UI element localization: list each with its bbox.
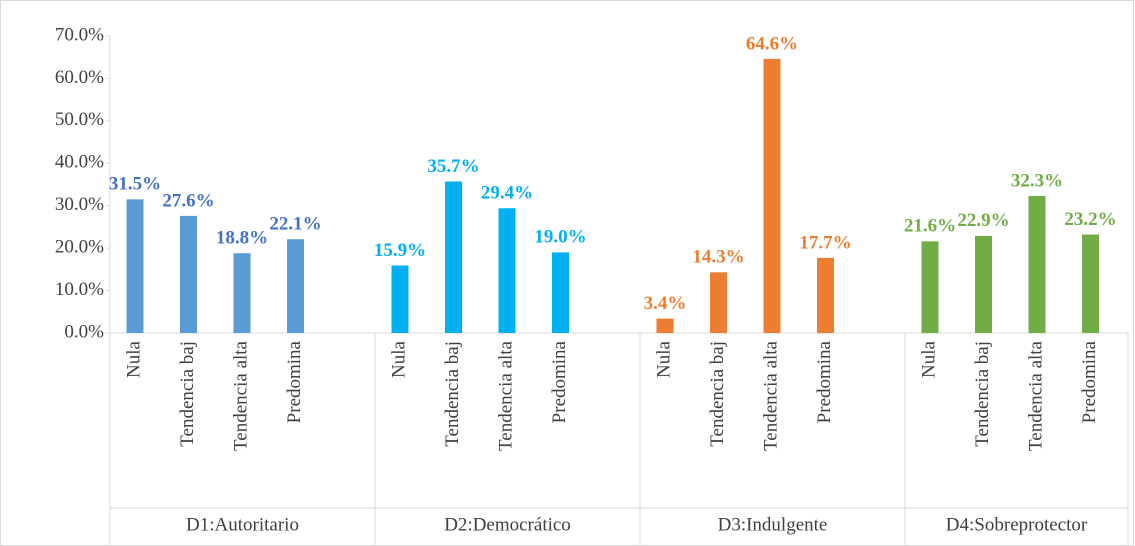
value-label: 35.7% xyxy=(427,156,479,177)
value-label: 22.9% xyxy=(957,210,1009,231)
y-tick-label: 50.0% xyxy=(55,109,104,130)
y-tick-label: 30.0% xyxy=(55,194,104,215)
x-tick-label: Tendencia alta xyxy=(495,340,516,451)
group-label: D4:Sobreprotector xyxy=(946,514,1088,535)
x-tick-label: Nula xyxy=(653,340,674,378)
bar xyxy=(1028,195,1046,333)
value-label: 21.6% xyxy=(904,216,956,237)
bar xyxy=(552,252,569,333)
x-tick-label: Tendencia alta xyxy=(230,340,251,451)
value-label: 22.1% xyxy=(269,214,321,235)
value-label: 15.9% xyxy=(374,240,426,261)
x-tick-label: Tendencia alta xyxy=(1025,340,1046,451)
value-label: 31.5% xyxy=(109,174,161,195)
x-tick-label: Tendencia baj xyxy=(972,341,993,447)
x-tick-label: Tendencia alta xyxy=(760,340,781,451)
bar xyxy=(921,241,939,333)
value-label: 27.6% xyxy=(162,190,214,211)
group-label: D2:Democrático xyxy=(444,514,571,535)
bar xyxy=(233,253,251,333)
bar xyxy=(126,199,144,333)
y-tick-label: 10.0% xyxy=(55,279,104,300)
y-tick-label: 70.0% xyxy=(55,24,104,45)
bar xyxy=(180,215,197,333)
bar xyxy=(817,257,834,333)
bar xyxy=(710,272,727,333)
x-tick-label: Tendencia baj xyxy=(707,341,728,447)
x-tick-label: Predomina xyxy=(549,340,570,423)
value-label: 3.4% xyxy=(644,293,687,314)
x-tick-label: Predomina xyxy=(1079,340,1100,423)
x-tick-label: Nula xyxy=(388,340,409,378)
bar xyxy=(498,208,516,333)
y-tick-label: 40.0% xyxy=(55,152,104,173)
x-tick-label: Tendencia baj xyxy=(177,341,198,447)
bar xyxy=(445,181,462,333)
bar xyxy=(391,265,409,333)
bar xyxy=(763,58,781,333)
group-label: D3:Indulgente xyxy=(718,514,828,535)
x-tick-label: Nula xyxy=(918,340,939,378)
x-tick-label: Predomina xyxy=(814,340,835,423)
value-label: 23.2% xyxy=(1064,209,1116,230)
value-label: 17.7% xyxy=(799,232,851,253)
x-tick-label: Tendencia baj xyxy=(442,341,463,447)
value-label: 18.8% xyxy=(216,228,268,249)
value-label: 29.4% xyxy=(481,183,533,204)
y-tick-label: 20.0% xyxy=(55,237,104,258)
value-label: 19.0% xyxy=(534,227,586,248)
group-label: D1:Autoritario xyxy=(186,514,299,535)
value-label: 64.6% xyxy=(746,33,798,54)
value-label: 14.3% xyxy=(692,247,744,268)
x-tick-label: Nula xyxy=(123,340,144,378)
x-tick-label: Predomina xyxy=(284,340,305,423)
value-label: 32.3% xyxy=(1011,170,1063,191)
y-tick-label: 0.0% xyxy=(64,321,104,342)
y-tick-label: 60.0% xyxy=(55,67,104,88)
bar xyxy=(975,235,992,333)
bar xyxy=(1082,234,1099,333)
bar xyxy=(287,239,304,333)
bar xyxy=(656,318,674,333)
